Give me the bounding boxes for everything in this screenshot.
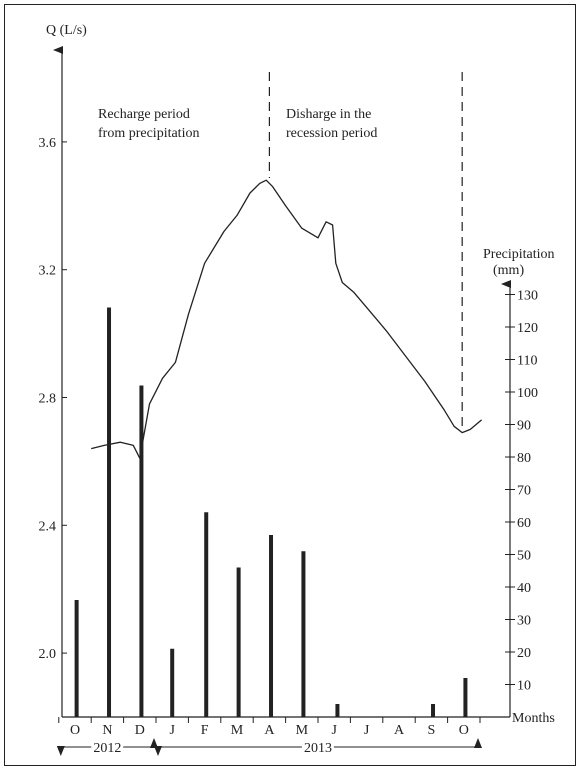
recharge-annotation: from precipitation: [98, 126, 199, 141]
precipitation-bar: [170, 648, 175, 717]
x-axis-label: Months: [512, 711, 555, 726]
month-label: O: [70, 723, 80, 738]
right-axis-tick-label: 130: [517, 289, 538, 304]
right-axis-unit: (mm): [493, 263, 524, 278]
right-axis-tick-label: 110: [517, 354, 537, 369]
left-axis-tick-label: 2.4: [39, 519, 57, 534]
right-axis-tick-label: 90: [517, 419, 531, 434]
discharge-line: [91, 179, 483, 459]
right-axis-tick-label: 60: [517, 516, 531, 531]
precipitation-bar: [236, 567, 241, 717]
precipitation-bar: [269, 535, 274, 717]
precipitation-bar: [74, 600, 79, 717]
right-axis-tick-label: 100: [517, 386, 538, 401]
left-axis-tick-label: 3.6: [39, 136, 57, 151]
discharge-annotation: Disharge in the: [286, 107, 371, 122]
right-axis-tick-label: 50: [517, 549, 531, 564]
precipitation-bar: [335, 704, 340, 717]
right-axis-tick-label: 20: [517, 646, 531, 661]
right-axis-tick-label: 70: [517, 484, 531, 499]
left-axis-label: Q (L/s): [46, 23, 87, 38]
left-axis-tick-label: 2.0: [39, 647, 57, 662]
left-axis-tick-label: 2.8: [39, 392, 57, 407]
month-label: M: [231, 723, 244, 738]
precipitation-bar: [139, 385, 144, 717]
month-label: J: [169, 723, 175, 738]
precipitation-bar: [463, 678, 468, 717]
month-label: J: [331, 723, 337, 738]
right-axis-tick-label: 30: [517, 614, 531, 629]
year-label: 2012: [93, 741, 121, 756]
right-axis-tick-label: 10: [517, 679, 531, 694]
right-axis-tick-label: 80: [517, 451, 531, 466]
month-label: N: [102, 723, 112, 738]
discharge-annotation: recession period: [286, 126, 377, 141]
right-axis-tick-label: 120: [517, 321, 538, 336]
month-label: D: [135, 723, 145, 738]
right-axis-tick-label: 40: [517, 581, 531, 596]
month-label: F: [201, 723, 209, 738]
precipitation-bar: [431, 704, 436, 717]
chart-frame: [4, 4, 576, 766]
month-label: A: [264, 723, 275, 738]
precipitation-bar: [301, 551, 306, 717]
recharge-annotation: Recharge period: [98, 107, 190, 122]
left-axis-tick-label: 3.2: [39, 264, 57, 279]
month-label: O: [459, 723, 469, 738]
month-label: A: [394, 723, 405, 738]
right-axis-label: Precipitation: [483, 247, 555, 262]
precipitation-bar: [204, 512, 209, 717]
month-label: J: [364, 723, 370, 738]
month-label: S: [428, 723, 436, 738]
precipitation-bar: [107, 307, 112, 717]
year-label: 2013: [304, 741, 332, 756]
month-label: M: [296, 723, 309, 738]
